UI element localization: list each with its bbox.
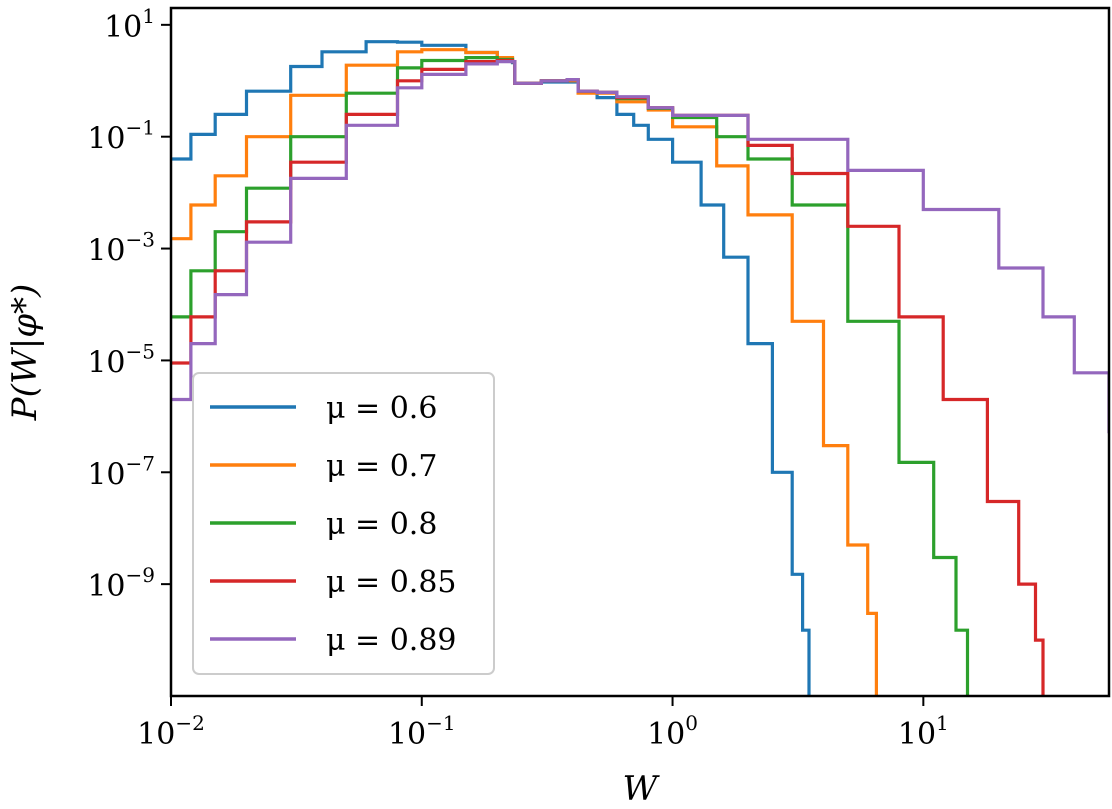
legend-label-0: μ = 0.6 <box>326 391 437 426</box>
legend-label-3: μ = 0.85 <box>326 565 457 600</box>
legend-box <box>192 372 495 675</box>
x-axis-title: W <box>623 769 661 809</box>
y-tick-label-0: 101 <box>104 4 155 45</box>
x-tick-label-2: 100 <box>647 711 698 752</box>
series-layer <box>171 40 1109 696</box>
y-tick-label-1: 10−1 <box>87 116 155 157</box>
y-tick-label-4: 10−7 <box>87 451 155 492</box>
y-tick-label-5: 10−9 <box>87 563 155 604</box>
y-axis-title: P(W|φ*) <box>5 284 45 422</box>
series-line-4 <box>171 60 1109 434</box>
x-tick-label-3: 101 <box>898 711 949 752</box>
plot-frame <box>169 6 1111 698</box>
x-tick-label-1: 10−1 <box>388 711 456 752</box>
legend-label-4: μ = 0.89 <box>326 623 457 658</box>
legend-label-2: μ = 0.8 <box>326 507 437 542</box>
x-tick-label-0: 10−2 <box>137 711 205 752</box>
legend-label-1: μ = 0.7 <box>326 449 437 484</box>
legend: μ = 0.6 μ = 0.7 μ = 0.8 μ = 0.85 μ = 0.89 <box>192 372 495 675</box>
y-tick-label-3: 10−5 <box>87 339 155 380</box>
y-tick-label-2: 10−3 <box>87 228 155 269</box>
ticks-layer: 10−2 10−1 100 101 101 10−1 10−3 10−5 10−7 10−9 <box>87 4 948 752</box>
